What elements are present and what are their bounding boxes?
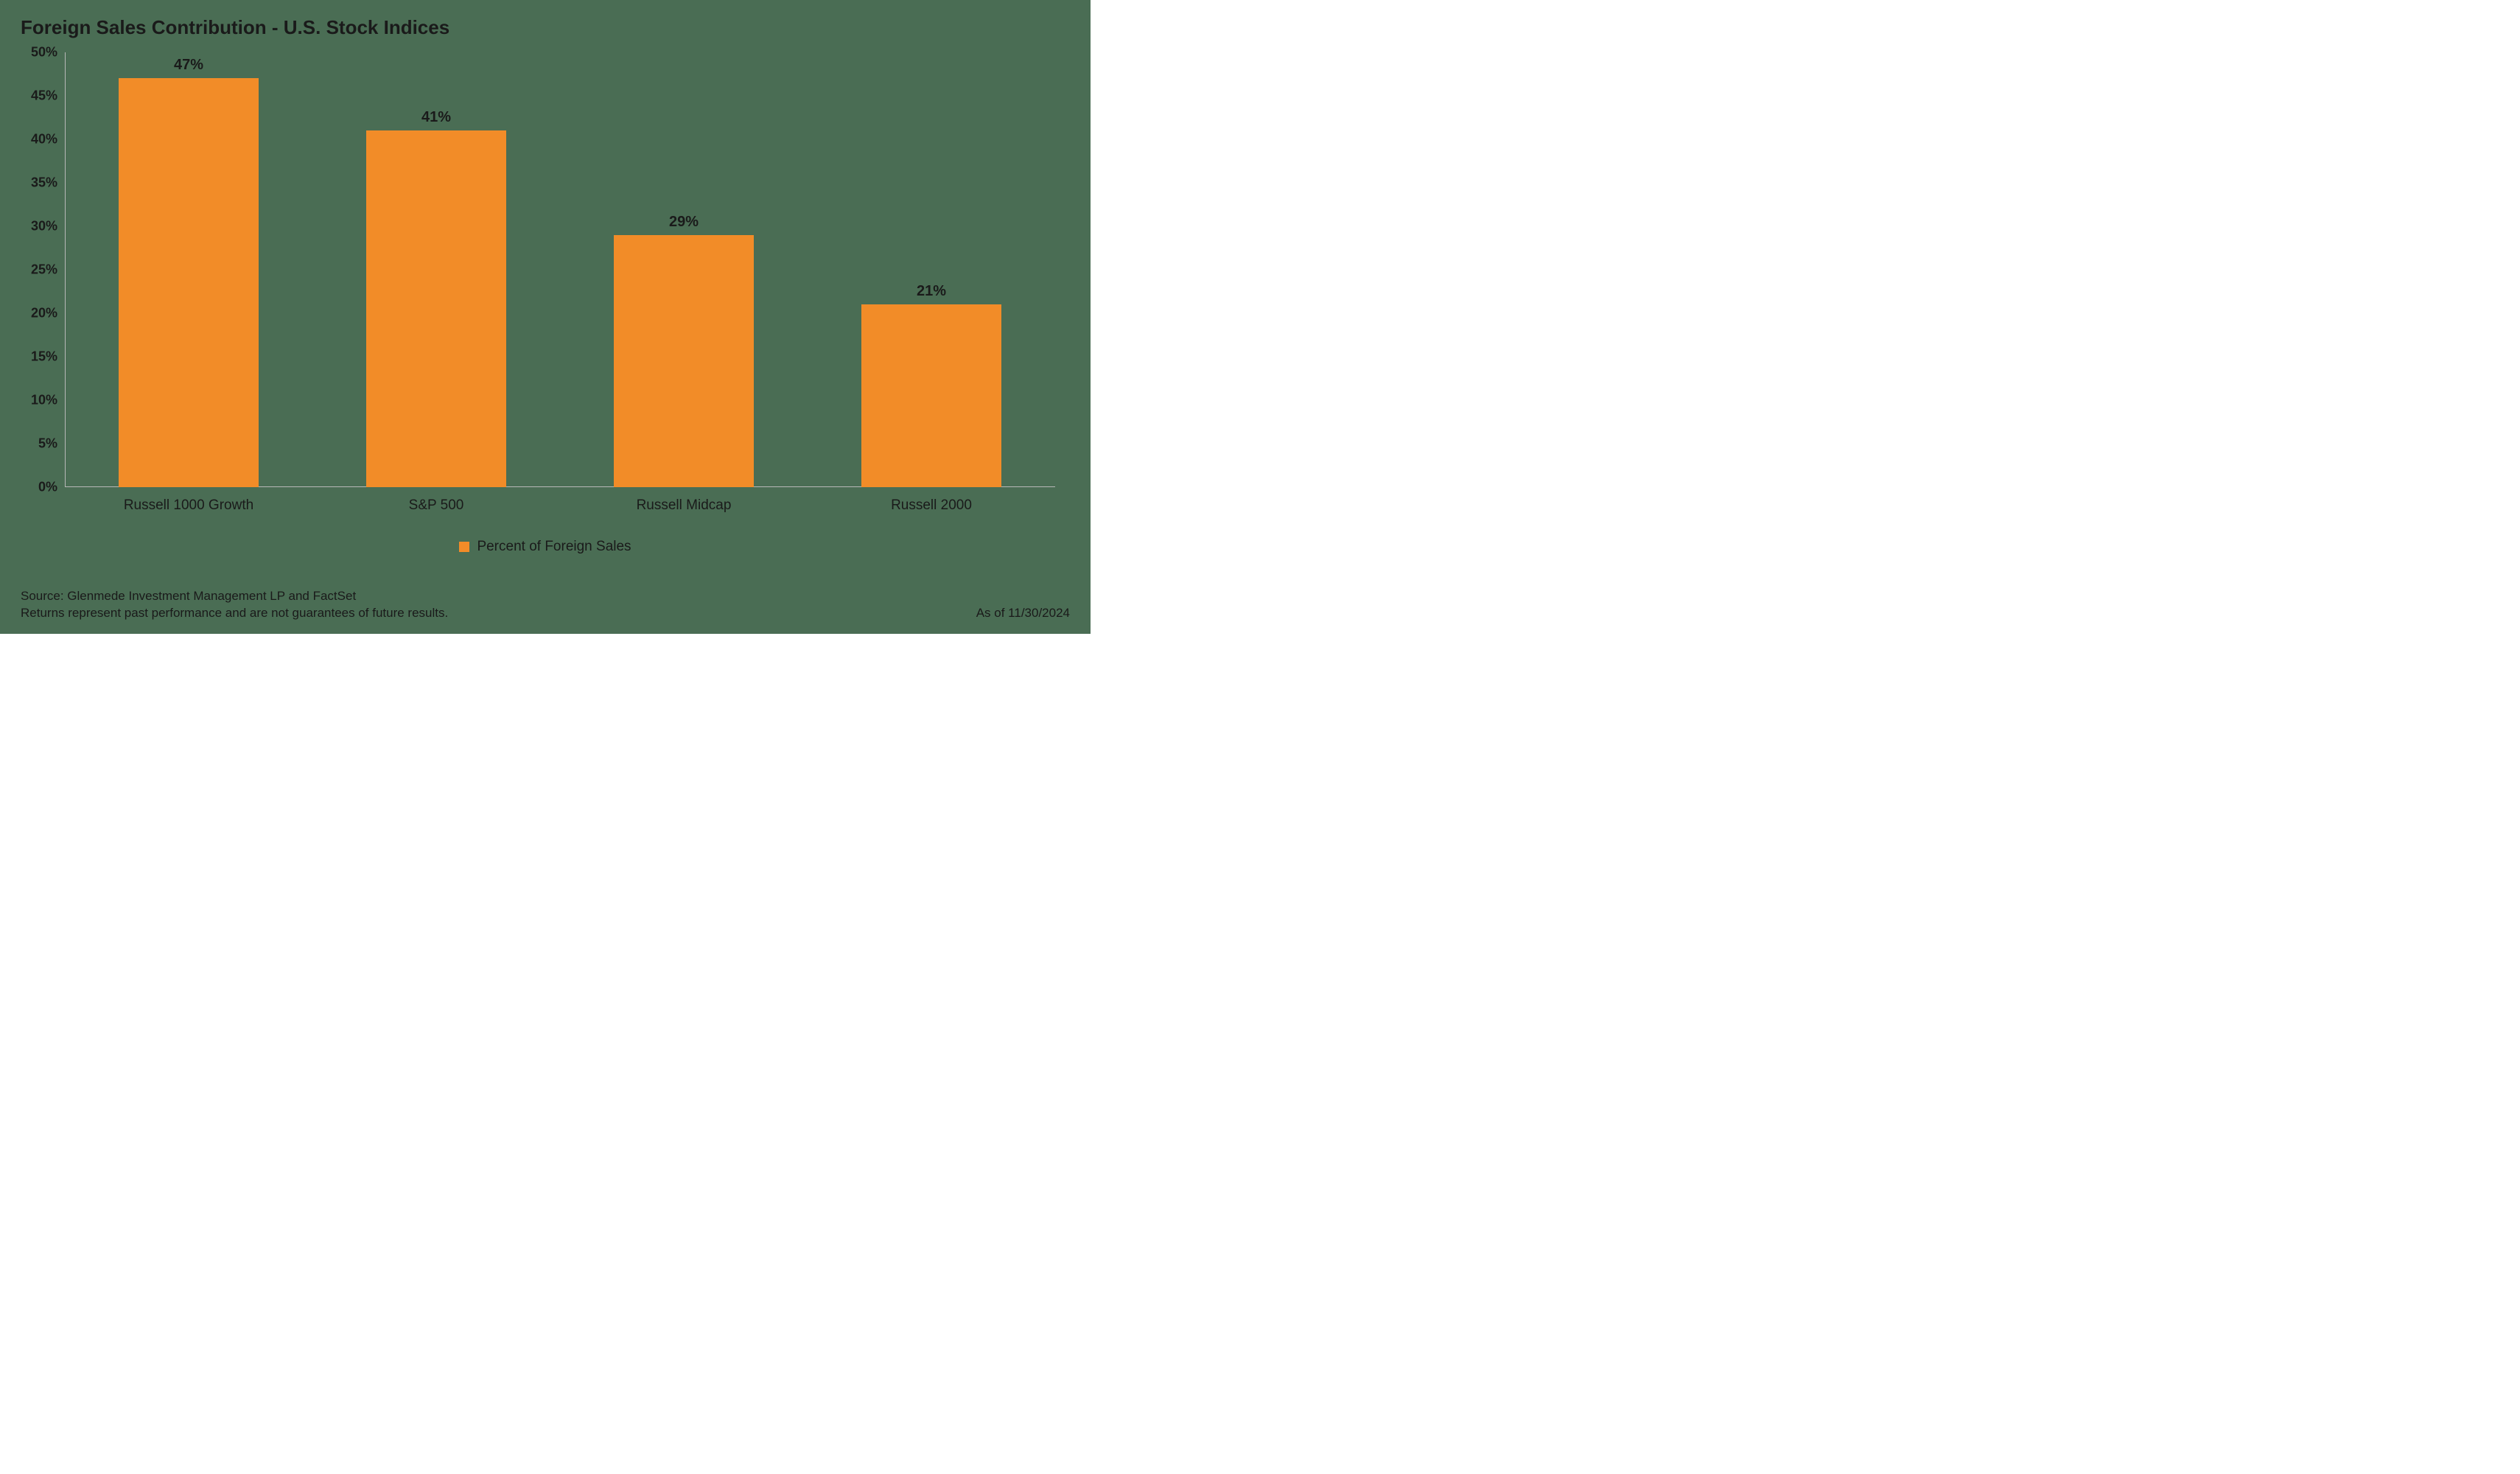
y-tick: 30%: [21, 219, 57, 234]
y-tick: 45%: [21, 88, 57, 104]
chart-container: Foreign Sales Contribution - U.S. Stock …: [0, 0, 1091, 634]
x-axis-label: Russell 1000 Growth: [65, 497, 312, 514]
bar-value-label: 47%: [174, 57, 203, 74]
bar-value-label: 21%: [917, 283, 946, 300]
footer-asof: As of 11/30/2024: [976, 605, 1070, 622]
x-axis-label: S&P 500: [312, 497, 560, 514]
bar-slot: 29%: [560, 52, 808, 487]
y-tick: 25%: [21, 262, 57, 278]
bar: [614, 235, 754, 487]
y-tick: 35%: [21, 175, 57, 191]
footer-source: Source: Glenmede Investment Management L…: [21, 588, 448, 605]
bar: [119, 78, 259, 487]
x-axis-label: Russell Midcap: [560, 497, 808, 514]
bar-value-label: 41%: [421, 109, 451, 126]
x-axis-labels: Russell 1000 GrowthS&P 500Russell Midcap…: [65, 497, 1055, 514]
bar-value-label: 29%: [669, 214, 699, 231]
y-tick: 0%: [21, 480, 57, 495]
y-tick: 20%: [21, 306, 57, 321]
legend: Percent of Foreign Sales: [21, 539, 1070, 555]
legend-swatch: [459, 542, 469, 552]
bars-group: 47% 41% 29% 21%: [65, 52, 1055, 487]
plot-area: 0%5%10%15%20%25%30%35%40%45%50% 47%41%29…: [65, 52, 1055, 487]
x-axis-label: Russell 2000: [808, 497, 1055, 514]
bar-slot: 41%: [312, 52, 560, 487]
footer-disclaimer: Returns represent past performance and a…: [21, 605, 448, 622]
chart-title: Foreign Sales Contribution - U.S. Stock …: [21, 16, 1070, 39]
bar: [366, 130, 506, 487]
y-tick: 5%: [21, 436, 57, 452]
y-tick: 40%: [21, 132, 57, 147]
chart-footer: Source: Glenmede Investment Management L…: [21, 588, 1070, 622]
y-tick: 10%: [21, 393, 57, 408]
y-tick: 15%: [21, 349, 57, 365]
y-tick: 50%: [21, 45, 57, 60]
legend-label: Percent of Foreign Sales: [477, 539, 631, 555]
bar-slot: 47%: [65, 52, 312, 487]
footer-left: Source: Glenmede Investment Management L…: [21, 588, 448, 622]
bar: [861, 304, 1001, 487]
y-axis: 0%5%10%15%20%25%30%35%40%45%50%: [21, 52, 57, 487]
bar-slot: 21%: [808, 52, 1055, 487]
